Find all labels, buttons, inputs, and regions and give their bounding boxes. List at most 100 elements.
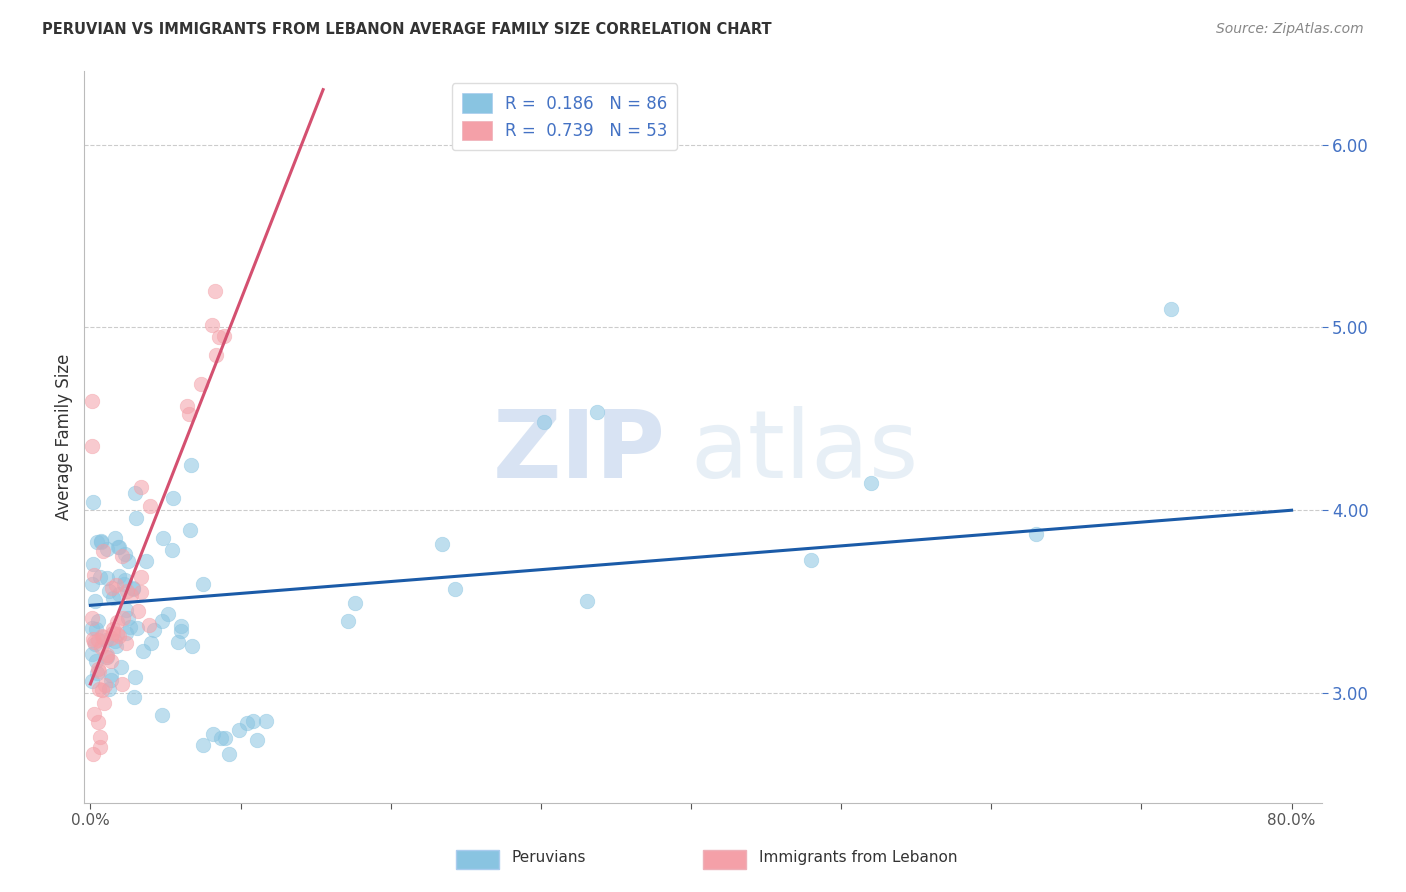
Point bbox=[110, 660, 132, 674]
Point bbox=[138, 500, 160, 514]
Point bbox=[205, 348, 228, 362]
Point bbox=[94, 632, 117, 647]
Point bbox=[100, 654, 122, 668]
Point bbox=[82, 557, 104, 571]
Point bbox=[170, 624, 193, 638]
Point bbox=[86, 662, 108, 676]
Point bbox=[201, 727, 224, 741]
Point bbox=[142, 623, 165, 637]
Point bbox=[443, 582, 465, 597]
Point bbox=[96, 650, 118, 665]
Point bbox=[89, 739, 111, 754]
Point bbox=[110, 549, 132, 563]
Point bbox=[84, 594, 107, 608]
Point bbox=[860, 475, 883, 490]
Point bbox=[117, 611, 139, 625]
Point bbox=[82, 495, 104, 509]
Point bbox=[93, 696, 115, 710]
Text: Peruvians: Peruvians bbox=[512, 850, 586, 865]
Point bbox=[235, 715, 257, 730]
Point bbox=[96, 571, 118, 585]
Point bbox=[575, 593, 598, 607]
Point bbox=[90, 640, 112, 655]
Point bbox=[1025, 526, 1047, 541]
Point bbox=[90, 629, 112, 643]
Point bbox=[122, 690, 145, 704]
Point bbox=[80, 611, 103, 625]
Point bbox=[90, 534, 112, 549]
FancyBboxPatch shape bbox=[703, 850, 747, 869]
Point bbox=[86, 665, 108, 680]
Point bbox=[180, 458, 202, 473]
Point bbox=[103, 622, 125, 636]
Point bbox=[114, 547, 136, 561]
Point bbox=[586, 405, 609, 419]
Point bbox=[118, 620, 141, 634]
Point bbox=[104, 639, 127, 653]
Point bbox=[124, 670, 146, 684]
Point bbox=[100, 673, 122, 687]
Point bbox=[84, 622, 107, 636]
Point bbox=[112, 577, 135, 591]
Point bbox=[82, 632, 104, 646]
Point bbox=[162, 543, 184, 558]
Point bbox=[89, 570, 111, 584]
Point bbox=[800, 553, 823, 567]
Point bbox=[89, 664, 111, 678]
Y-axis label: Average Family Size: Average Family Size bbox=[55, 354, 73, 520]
Point bbox=[167, 635, 190, 649]
Point bbox=[141, 636, 163, 650]
Point bbox=[89, 730, 111, 744]
Point bbox=[104, 578, 127, 592]
Point bbox=[83, 635, 105, 649]
Point bbox=[82, 439, 104, 453]
Text: ZIP: ZIP bbox=[494, 406, 666, 498]
Point bbox=[1160, 301, 1182, 317]
Point bbox=[87, 714, 110, 729]
Point bbox=[108, 629, 131, 643]
Point bbox=[105, 615, 128, 629]
Point bbox=[157, 607, 180, 621]
Point bbox=[152, 531, 174, 545]
Point bbox=[114, 626, 136, 640]
Point bbox=[125, 622, 148, 636]
Point bbox=[208, 330, 231, 344]
Point bbox=[104, 531, 127, 545]
Point bbox=[193, 739, 215, 753]
Point bbox=[125, 510, 148, 524]
Point bbox=[209, 731, 232, 746]
Point bbox=[84, 654, 107, 668]
Point bbox=[135, 554, 157, 568]
Point bbox=[108, 587, 131, 601]
Point bbox=[104, 633, 127, 648]
Point bbox=[214, 731, 236, 745]
Point bbox=[179, 407, 201, 421]
Point bbox=[87, 682, 110, 697]
Point bbox=[80, 621, 103, 635]
Point bbox=[107, 540, 129, 554]
Text: Source: ZipAtlas.com: Source: ZipAtlas.com bbox=[1216, 22, 1364, 37]
Point bbox=[533, 415, 555, 429]
Legend: R =  0.186   N = 86, R =  0.739   N = 53: R = 0.186 N = 86, R = 0.739 N = 53 bbox=[451, 83, 678, 150]
Point bbox=[87, 633, 110, 648]
Point bbox=[91, 630, 114, 644]
Point bbox=[96, 648, 118, 662]
Point bbox=[114, 603, 136, 617]
Point bbox=[86, 535, 108, 549]
Point bbox=[87, 614, 110, 628]
Point bbox=[105, 627, 128, 641]
Point bbox=[120, 588, 142, 602]
Point bbox=[124, 486, 146, 500]
Point bbox=[80, 673, 103, 688]
Point bbox=[101, 591, 124, 605]
Point bbox=[94, 650, 117, 665]
Point bbox=[150, 615, 173, 629]
Point bbox=[176, 399, 198, 413]
Point bbox=[108, 569, 131, 583]
Point bbox=[98, 583, 121, 598]
Point bbox=[201, 318, 224, 333]
Point bbox=[94, 678, 117, 692]
Point bbox=[83, 568, 105, 582]
Point bbox=[344, 596, 367, 610]
Point bbox=[121, 582, 143, 596]
